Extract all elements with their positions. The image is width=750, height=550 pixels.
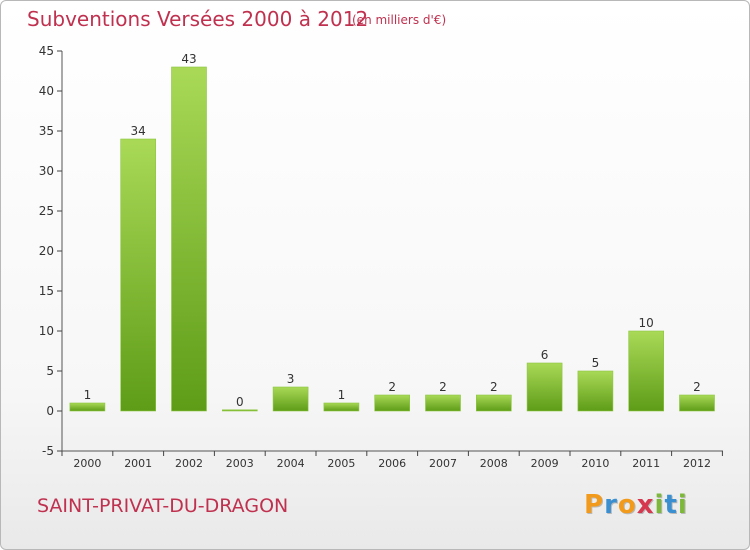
y-tick-label: 15	[39, 284, 54, 298]
x-tick-label: 2010	[581, 457, 609, 470]
data-label: 43	[181, 52, 196, 66]
bar-2001[interactable]	[120, 138, 156, 412]
x-tick-label: 2006	[378, 457, 406, 470]
y-tick-label: 10	[39, 324, 54, 338]
x-tick-label: 2009	[531, 457, 559, 470]
x-tick-label: 2005	[327, 457, 355, 470]
x-tick-label: 2003	[226, 457, 254, 470]
bar-2007[interactable]	[425, 394, 461, 412]
bar-2008[interactable]	[475, 394, 512, 412]
y-tick-label: 40	[39, 84, 54, 98]
data-label: 2	[693, 380, 701, 394]
x-tick-label: 2012	[683, 457, 711, 470]
y-tick-label: 25	[39, 204, 54, 218]
y-tick-label: 5	[46, 364, 54, 378]
bar-2011[interactable]	[628, 330, 665, 412]
logo-letter: i	[677, 490, 688, 520]
y-tick-label: 20	[39, 244, 54, 258]
x-tick-label: 2011	[632, 457, 660, 470]
data-label: 0	[236, 395, 244, 409]
x-tick-label: 2004	[277, 457, 305, 470]
proxiti-logo[interactable]: Proxiti	[584, 490, 688, 520]
bar-2005[interactable]	[323, 402, 360, 412]
data-label: 6	[541, 348, 549, 362]
y-tick-label: 30	[39, 164, 54, 178]
x-tick-label: 2007	[429, 457, 457, 470]
chart-bars	[69, 66, 715, 412]
chart-x-ticks: 2000 2001 2002 2003 2004 2005 2006 2007 2008 2009…	[61, 451, 723, 470]
data-label: 2	[388, 380, 396, 394]
chart-title: Subventions Versées 2000 à 2012	[27, 7, 369, 31]
data-label: 2	[490, 380, 498, 394]
logo-letter: r	[604, 490, 618, 520]
chart-data-labels: 1 34 43 0 3 1 2 2 2 6 5 10 2	[84, 52, 701, 409]
bar-2003[interactable]	[222, 409, 258, 412]
logo-letter: P	[584, 490, 605, 520]
bar-2012[interactable]	[679, 394, 715, 412]
logo-letter: i	[654, 490, 665, 520]
y-tick-label: 0	[46, 404, 54, 418]
x-tick-label: 2000	[73, 457, 101, 470]
data-label: 1	[84, 388, 92, 402]
y-tick-label: -5	[42, 444, 54, 458]
bar-2004[interactable]	[272, 386, 309, 412]
data-label: 5	[592, 356, 600, 370]
x-tick-label: 2001	[124, 457, 152, 470]
data-label: 3	[287, 372, 295, 386]
y-tick-label: 35	[39, 124, 54, 138]
commune-name: SAINT-PRIVAT-DU-DRAGON	[37, 495, 289, 517]
data-label: 10	[639, 316, 654, 330]
data-label: 2	[439, 380, 447, 394]
data-label: 1	[338, 388, 346, 402]
x-tick-label: 2008	[480, 457, 508, 470]
logo-letter: o	[617, 490, 637, 520]
logo-letter: x	[636, 490, 655, 520]
bar-2010[interactable]	[577, 370, 614, 412]
unit-note: (en milliers d'€)	[352, 13, 447, 27]
logo-letter: t	[664, 490, 678, 520]
data-label: 34	[131, 124, 146, 138]
chart-y-ticks: 45 40 35 30 25 20 15 10 5 0 -5	[39, 44, 62, 458]
bar-2002[interactable]	[171, 66, 207, 412]
bar-2000[interactable]	[69, 402, 106, 412]
bar-2006[interactable]	[374, 394, 411, 412]
y-tick-label: 45	[39, 44, 54, 58]
x-tick-label: 2002	[175, 457, 203, 470]
bar-2009[interactable]	[526, 362, 563, 412]
